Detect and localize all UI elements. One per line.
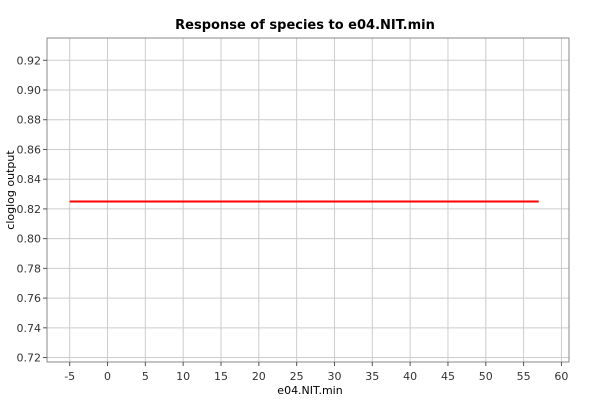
y-tick-label: 0.72	[17, 352, 42, 365]
y-tick-label: 0.86	[17, 143, 42, 156]
x-tick-label: 50	[479, 370, 493, 383]
x-tick-label: 5	[142, 370, 149, 383]
y-tick-label: 0.78	[17, 262, 42, 275]
chart-title: Response of species to e04.NIT.min	[175, 18, 435, 33]
x-tick-label: 20	[252, 370, 266, 383]
x-tick-label: 0	[104, 370, 111, 383]
x-tick-label: 40	[403, 370, 417, 383]
x-tick-label: 25	[290, 370, 304, 383]
y-tick-label: 0.90	[17, 84, 42, 97]
grid	[47, 38, 569, 362]
x-axis-label: e04.NIT.min	[277, 384, 342, 397]
x-tick-label: 35	[365, 370, 379, 383]
x-tick-label: 10	[176, 370, 190, 383]
y-axis: 0.72 0.74 0.76 0.78 0.80 0.82 0.84 0.86 0.88 0.90…	[17, 54, 47, 365]
x-tick-label: 15	[214, 370, 228, 383]
y-tick-label: 0.82	[17, 203, 42, 216]
y-tick-label: 0.92	[17, 54, 42, 67]
y-tick-label: 0.74	[17, 322, 42, 335]
x-tick-label: 55	[517, 370, 531, 383]
y-tick-label: 0.80	[17, 233, 42, 246]
y-tick-label: 0.76	[17, 292, 42, 305]
plot-area	[46, 37, 570, 363]
y-axis-label: cloglog output	[4, 150, 17, 230]
x-tick-label: 45	[441, 370, 455, 383]
x-tick-label: 30	[327, 370, 341, 383]
y-tick-label: 0.84	[17, 173, 42, 186]
x-axis: -5 0 5 10 15 20 25 30 35 40 45 50 55 60	[64, 362, 568, 383]
x-tick-label: 60	[554, 370, 568, 383]
y-tick-label: 0.88	[17, 114, 42, 127]
x-tick-label: -5	[64, 370, 75, 383]
